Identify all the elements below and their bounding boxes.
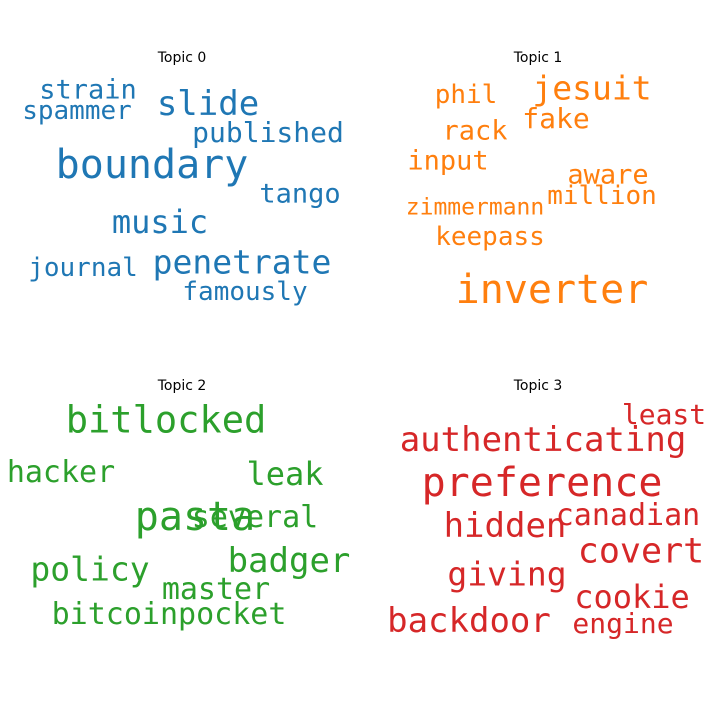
topic-0-word-famously: famously bbox=[182, 277, 308, 307]
topic-0-word-music: music bbox=[111, 203, 209, 241]
topic-1-word-jesuit: jesuit bbox=[532, 68, 652, 108]
topic-0-word-journal: journal bbox=[28, 253, 138, 283]
topic-0-word-slide: slide bbox=[156, 84, 260, 124]
topic-3-word-backdoor: backdoor bbox=[387, 601, 551, 641]
topic-3-word-preference: preference bbox=[421, 460, 663, 506]
topic-1-panel: Topic 1 inverter jesuit fake rack input aware… bbox=[368, 50, 708, 370]
topic-0-title: Topic 0 bbox=[157, 50, 207, 66]
topic-1-word-phil: phil bbox=[434, 80, 498, 110]
topic-1-title: Topic 1 bbox=[513, 50, 563, 66]
topic-3-word-hidden: hidden bbox=[443, 506, 567, 546]
topic-0-word-spammer: spammer bbox=[22, 96, 132, 126]
topic-3-word-covert: covert bbox=[577, 531, 705, 572]
topic-1-word-million: million bbox=[547, 181, 657, 211]
topic-0-word-published: published bbox=[192, 116, 344, 149]
topic-3-word-engine: engine bbox=[572, 607, 674, 640]
topic-2-word-hacker: hacker bbox=[6, 455, 116, 490]
topic-0-word-penetrate: penetrate bbox=[152, 242, 332, 282]
topic-3-panel: Topic 3 preference covert authenticating hi… bbox=[368, 378, 708, 698]
topic-1-word-aware: aware bbox=[567, 159, 649, 191]
topic-1-word-keepass: keepass bbox=[435, 222, 545, 252]
topic-0-word-tango: tango bbox=[259, 178, 341, 210]
topic-3-word-cookie: cookie bbox=[574, 578, 690, 616]
topic-2-word-pasta: pasta bbox=[134, 494, 256, 540]
topic-2-panel: Topic 2 pasta bitlocked badger policy leak ha… bbox=[7, 378, 352, 698]
topic-1-word-rack: rack bbox=[442, 115, 508, 147]
topic-2-word-badger: badger bbox=[227, 541, 351, 581]
topic-0-word-strain: strain bbox=[39, 74, 137, 106]
topic-3-word-authenticating: authenticating bbox=[399, 420, 687, 460]
topic-3-title: Topic 3 bbox=[513, 378, 563, 394]
topic-1-word-inverter: inverter bbox=[455, 267, 649, 313]
topic-2-word-several: several bbox=[191, 500, 319, 535]
topic-2-word-master: master bbox=[161, 572, 271, 607]
topic-1-word-input: input bbox=[407, 145, 489, 177]
topic-2-title: Topic 2 bbox=[157, 378, 207, 394]
topic-0-word-boundary: boundary bbox=[55, 142, 249, 188]
topic-0-panel: Topic 0 boundary slide penetrate music publi… bbox=[12, 50, 352, 370]
topic-3-word-giving: giving bbox=[447, 554, 567, 594]
topic-2-word-bitlocked: bitlocked bbox=[65, 398, 267, 442]
topic-2-word-policy: policy bbox=[30, 549, 150, 589]
topic-2-word-bitcoinpocket: bitcoinpocket bbox=[51, 597, 287, 632]
topic-3-word-canadian: canadian bbox=[555, 498, 701, 533]
topic-2-word-leak: leak bbox=[246, 455, 324, 493]
topic-1-word-fake: fake bbox=[522, 102, 590, 135]
topic-3-word-least: least bbox=[621, 398, 707, 431]
topic-1-word-zimmermann: zimmermann bbox=[405, 194, 545, 221]
